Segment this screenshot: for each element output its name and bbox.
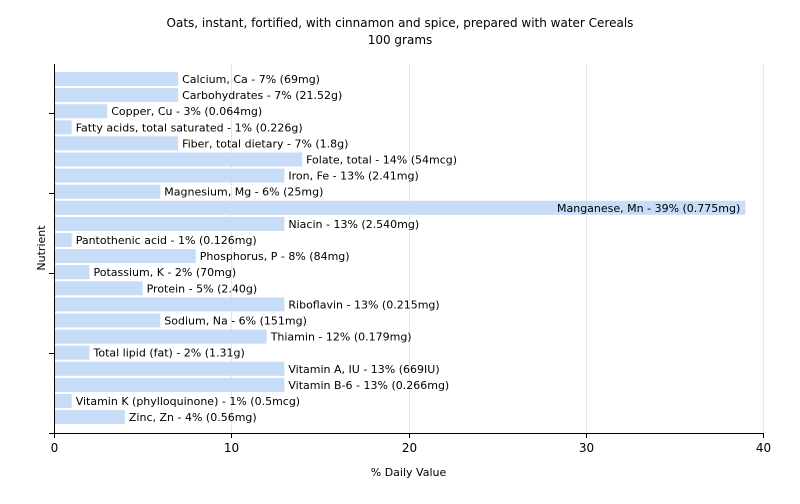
bar-14[interactable] <box>55 281 143 296</box>
bar-22[interactable] <box>55 410 125 425</box>
bar-label-4: Fatty acids, total saturated - 1% (0.226… <box>76 121 303 134</box>
bar-5[interactable] <box>55 136 179 151</box>
bar-4[interactable] <box>55 120 72 135</box>
bar-13[interactable] <box>55 265 90 280</box>
bar-label-10: Niacin - 13% (2.540mg) <box>288 218 419 231</box>
bar-1[interactable] <box>55 72 179 86</box>
bar-16[interactable] <box>55 313 161 328</box>
bar-11[interactable] <box>55 233 72 247</box>
bar-label-8: Magnesium, Mg - 6% (25mg) <box>164 186 323 199</box>
bar-label-16: Sodium, Na - 6% (151mg) <box>164 315 307 328</box>
bar-label-21: Vitamin K (phylloquinone) - 1% (0.5mcg) <box>76 395 300 408</box>
x-axis-title: % Daily Value <box>371 466 447 479</box>
bar-17[interactable] <box>55 329 267 344</box>
bar-6[interactable] <box>55 152 303 167</box>
bar-label-1: Calcium, Ca - 7% (69mg) <box>182 73 320 86</box>
bar-label-3: Copper, Cu - 3% (0.064mg) <box>111 105 262 118</box>
x-tick-label-2: 20 <box>402 441 417 455</box>
x-tick-label-0: 0 <box>51 441 59 455</box>
bar-label-19: Vitamin A, IU - 13% (669IU) <box>288 363 439 376</box>
bar-15[interactable] <box>55 297 285 312</box>
bar-8[interactable] <box>55 184 161 199</box>
bar-19[interactable] <box>55 361 285 376</box>
bar-label-14: Protein - 5% (2.40g) <box>147 282 258 295</box>
bar-20[interactable] <box>55 377 285 392</box>
bar-label-15: Riboflavin - 13% (0.215mg) <box>288 298 439 311</box>
bar-label-5: Fiber, total dietary - 7% (1.8g) <box>182 137 348 150</box>
bar-label-22: Zinc, Zn - 4% (0.56mg) <box>129 411 257 424</box>
bar-label-2: Carbohydrates - 7% (21.52g) <box>182 89 342 102</box>
y-axis-title: Nutrient <box>35 225 48 271</box>
chart-title: Oats, instant, fortified, with cinnamon … <box>166 16 634 30</box>
bar-label-9: Manganese, Mn - 39% (0.775mg) <box>557 202 740 215</box>
bar-label-6: Folate, total - 14% (54mcg) <box>306 154 457 167</box>
bar-18[interactable] <box>55 345 90 360</box>
bar-21[interactable] <box>55 394 72 408</box>
bar-label-7: Iron, Fe - 13% (2.41mg) <box>288 170 418 183</box>
bar-9[interactable] <box>55 200 746 215</box>
bar-label-20: Vitamin B-6 - 13% (0.266mg) <box>288 379 449 392</box>
x-tick-label-3: 30 <box>579 441 594 455</box>
bar-label-18: Total lipid (fat) - 2% (1.31g) <box>93 347 245 360</box>
x-tick-label-1: 10 <box>224 441 239 455</box>
bar-7[interactable] <box>55 168 285 183</box>
bar-3[interactable] <box>55 104 108 119</box>
bar-12[interactable] <box>55 249 196 264</box>
bar-label-13: Potassium, K - 2% (70mg) <box>94 266 237 279</box>
x-tick-label-4: 40 <box>756 441 771 455</box>
bar-2[interactable] <box>55 88 179 103</box>
bar-10[interactable] <box>55 216 285 231</box>
bar-label-12: Phosphorus, P - 8% (84mg) <box>200 250 350 263</box>
chart-subtitle: 100 grams <box>367 33 433 47</box>
bar-label-11: Pantothenic acid - 1% (0.126mg) <box>76 234 257 247</box>
bar-label-17: Thiamin - 12% (0.179mg) <box>270 331 412 344</box>
